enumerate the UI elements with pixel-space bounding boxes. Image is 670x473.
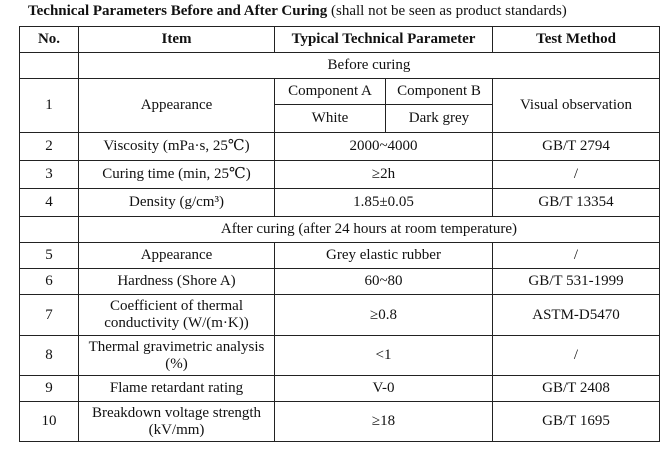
row-no: 8 (19, 335, 79, 376)
row-item: Coefficient of thermal conductivity (W/(… (78, 294, 275, 336)
row-no: 1 (19, 78, 79, 133)
row-method: / (492, 160, 660, 189)
row-method: GB/T 13354 (492, 188, 660, 217)
row-item: Hardness (Shore A) (78, 268, 275, 295)
component-a-value: White (274, 104, 386, 133)
table-row: 10 Breakdown voltage strength (kV/mm) ≥1… (19, 401, 660, 442)
header-no: No. (19, 26, 79, 53)
row-parameter: 60~80 (274, 268, 493, 295)
row-method: GB/T 1695 (492, 401, 660, 442)
row-no: 10 (19, 401, 79, 442)
table-caption: Technical Parameters Before and After Cu… (28, 3, 567, 20)
row-no: 2 (19, 132, 79, 161)
row-parameter: ≥0.8 (274, 294, 493, 336)
row-no: 5 (19, 242, 79, 269)
table-row: 9 Flame retardant rating V-0 GB/T 2408 (19, 375, 660, 402)
table-row: 3 Curing time (min, 25℃) ≥2h / (19, 160, 660, 189)
table-row-sub: White Dark grey (20, 104, 660, 133)
row-item: Thermal gravimetric analysis (%) (78, 335, 275, 376)
table-row: 7 Coefficient of thermal conductivity (W… (19, 294, 660, 336)
row-parameter: V-0 (274, 375, 493, 402)
row-method: GB/T 531-1999 (492, 268, 660, 295)
row-no: 9 (19, 375, 79, 402)
table-row: 6 Hardness (Shore A) 60~80 GB/T 531-1999 (19, 268, 660, 295)
row-item: Viscosity (mPa·s, 25℃) (78, 132, 275, 161)
row-parameter: <1 (274, 335, 493, 376)
table-row: 5 Appearance Grey elastic rubber / (19, 242, 660, 269)
row-parameter: ≥2h (274, 160, 493, 189)
row-item: Appearance (78, 78, 275, 133)
caption-note: (shall not be seen as product standards) (327, 3, 567, 19)
row-parameter: 2000~4000 (274, 132, 493, 161)
row-item: Curing time (min, 25℃) (78, 160, 275, 189)
section-row-after-curing: After curing (after 24 hours at room tem… (19, 216, 660, 243)
header-item: Item (78, 26, 275, 53)
row-no: 4 (19, 188, 79, 217)
technical-parameters-table: No. Item Typical Technical Parameter Tes… (19, 26, 660, 442)
section-before-curing: Before curing (78, 52, 660, 79)
row-method: / (492, 335, 660, 376)
row-method: / (492, 242, 660, 269)
row-no: 3 (19, 160, 79, 189)
header-typical-parameter: Typical Technical Parameter (274, 26, 493, 53)
section-row-before-curing: Before curing (19, 52, 660, 79)
row-item: Flame retardant rating (78, 375, 275, 402)
row-item: Appearance (78, 242, 275, 269)
row-method: ASTM-D5470 (492, 294, 660, 336)
table-row: 1 Appearance Component A Component B Vis… (19, 78, 660, 133)
section-after-curing: After curing (after 24 hours at room tem… (78, 216, 660, 243)
component-a-label: Component A (274, 78, 386, 105)
row-item: Breakdown voltage strength (kV/mm) (78, 401, 275, 442)
section-spacer (19, 52, 79, 79)
component-b-value: Dark grey (385, 104, 493, 133)
table-row: 2 Viscosity (mPa·s, 25℃) 2000~4000 GB/T … (19, 132, 660, 161)
row-parameter: Grey elastic rubber (274, 242, 493, 269)
row-method: Visual observation (492, 78, 660, 133)
section-spacer (19, 216, 79, 243)
caption-title: Technical Parameters Before and After Cu… (28, 3, 328, 19)
header-test-method: Test Method (492, 26, 660, 53)
row-parameter: ≥18 (274, 401, 493, 442)
table-row: 4 Density (g/cm³) 1.85±0.05 GB/T 13354 (19, 188, 660, 217)
component-b-label: Component B (385, 78, 493, 105)
row-no: 7 (19, 294, 79, 336)
table-row: 8 Thermal gravimetric analysis (%) <1 / (19, 335, 660, 376)
row-item: Density (g/cm³) (78, 188, 275, 217)
row-parameter: 1.85±0.05 (274, 188, 493, 217)
row-no: 6 (19, 268, 79, 295)
table-header-row: No. Item Typical Technical Parameter Tes… (19, 26, 660, 53)
row-method: GB/T 2408 (492, 375, 660, 402)
row-method: GB/T 2794 (492, 132, 660, 161)
